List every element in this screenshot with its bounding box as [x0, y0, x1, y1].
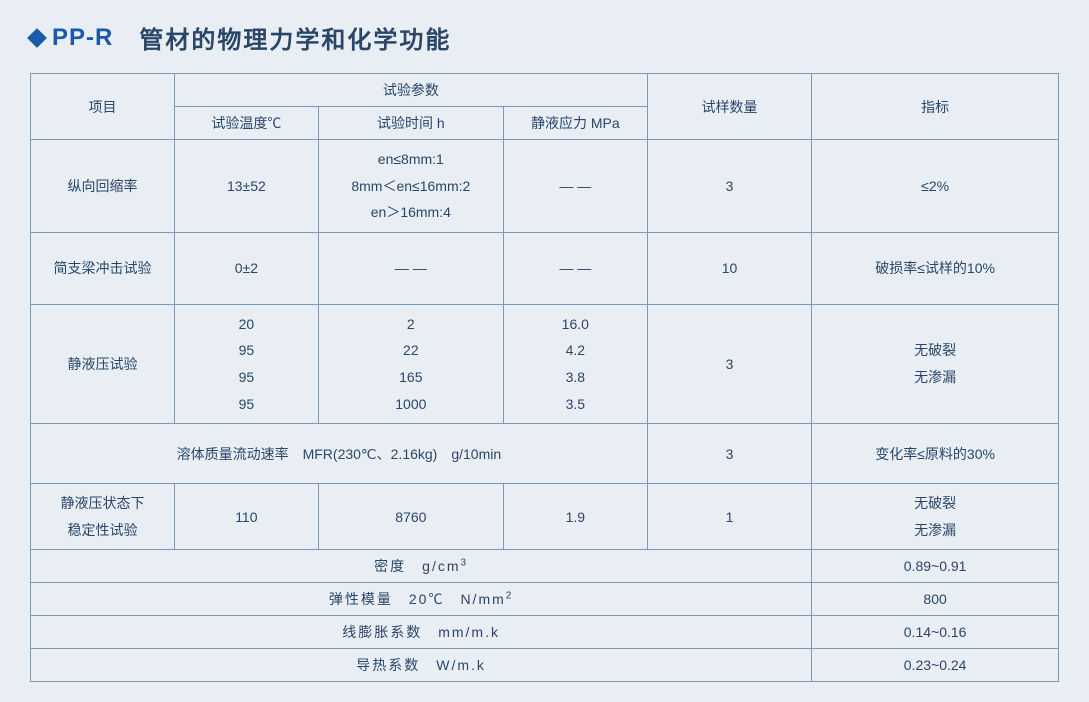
- cell-name: 简支梁冲击试验: [31, 232, 175, 304]
- table-row-expansion: 线膨胀系数 mm/m.k 0.14~0.16: [31, 616, 1059, 649]
- th-pressure: 静液应力 MPa: [503, 107, 647, 140]
- cell-qty: 3: [647, 424, 811, 484]
- table-row-density: 密度 g/cm3 0.89~0.91: [31, 550, 1059, 583]
- cell-pressure: 1.9: [503, 484, 647, 550]
- cell-elastic-value: 800: [812, 583, 1059, 616]
- cell-qty: 10: [647, 232, 811, 304]
- page-title: PP-R 管材的物理力学和化学功能: [30, 20, 1059, 55]
- th-qty: 试样数量: [647, 74, 811, 140]
- th-temp: 试验温度℃: [174, 107, 318, 140]
- diamond-icon: [27, 28, 47, 48]
- table-row: 溶体质量流动速率 MFR(230℃、2.16kg) g/10min 3 变化率≤…: [31, 424, 1059, 484]
- cell-name: 静液压试验: [31, 304, 175, 423]
- table-row: 纵向回缩率 13±52 en≤8mm:1 8mm＜en≤16mm:2 en＞16…: [31, 140, 1059, 233]
- density-sup: 3: [461, 558, 469, 569]
- th-params-group: 试验参数: [174, 74, 647, 107]
- cell-indicator: 无破裂 无渗漏: [812, 304, 1059, 423]
- cell-pressure: — —: [503, 140, 647, 233]
- th-time: 试验时间 h: [318, 107, 503, 140]
- cell-temp: 110: [174, 484, 318, 550]
- cell-temp: 13±52: [174, 140, 318, 233]
- cell-time: — —: [318, 232, 503, 304]
- title-zh: 管材的物理力学和化学功能: [139, 20, 451, 55]
- th-indicator: 指标: [812, 74, 1059, 140]
- cell-name: 纵向回缩率: [31, 140, 175, 233]
- cell-qty: 1: [647, 484, 811, 550]
- cell-indicator: ≤2%: [812, 140, 1059, 233]
- cell-time: 2 22 165 1000: [318, 304, 503, 423]
- title-en: PP-R: [52, 24, 113, 52]
- cell-thermal-value: 0.23~0.24: [812, 649, 1059, 682]
- table-header-row-1: 项目 试验参数 试样数量 指标: [31, 74, 1059, 107]
- cell-pressure: 16.0 4.2 3.8 3.5: [503, 304, 647, 423]
- cell-indicator: 无破裂 无渗漏: [812, 484, 1059, 550]
- table-row-elastic: 弹性模量 20℃ N/mm2 800: [31, 583, 1059, 616]
- cell-qty: 3: [647, 140, 811, 233]
- table-row: 静液压试验 20 95 95 95 2 22 165 1000 16.0 4.2…: [31, 304, 1059, 423]
- cell-name: 静液压状态下 稳定性试验: [31, 484, 175, 550]
- cell-expansion-label: 线膨胀系数 mm/m.k: [31, 616, 812, 649]
- cell-temp: 0±2: [174, 232, 318, 304]
- cell-density-label: 密度 g/cm3: [31, 550, 812, 583]
- cell-time: en≤8mm:1 8mm＜en≤16mm:2 en＞16mm:4: [318, 140, 503, 233]
- properties-table: 项目 试验参数 试样数量 指标 试验温度℃ 试验时间 h 静液应力 MPa 纵向…: [30, 73, 1059, 682]
- density-label-text: 密度 g/cm: [374, 558, 460, 574]
- cell-indicator: 变化率≤原料的30%: [812, 424, 1059, 484]
- cell-density-value: 0.89~0.91: [812, 550, 1059, 583]
- th-item: 项目: [31, 74, 175, 140]
- cell-elastic-label: 弹性模量 20℃ N/mm2: [31, 583, 812, 616]
- cell-pressure: — —: [503, 232, 647, 304]
- cell-indicator: 破损率≤试样的10%: [812, 232, 1059, 304]
- cell-expansion-value: 0.14~0.16: [812, 616, 1059, 649]
- cell-temp: 20 95 95 95: [174, 304, 318, 423]
- cell-mfr-label: 溶体质量流动速率 MFR(230℃、2.16kg) g/10min: [31, 424, 648, 484]
- table-row-thermal: 导热系数 W/m.k 0.23~0.24: [31, 649, 1059, 682]
- elastic-label-text: 弹性模量 20℃ N/mm: [329, 591, 506, 607]
- cell-time: 8760: [318, 484, 503, 550]
- elastic-sup: 2: [506, 591, 514, 602]
- table-row: 静液压状态下 稳定性试验 110 8760 1.9 1 无破裂 无渗漏: [31, 484, 1059, 550]
- cell-thermal-label: 导热系数 W/m.k: [31, 649, 812, 682]
- table-row: 简支梁冲击试验 0±2 — — — — 10 破损率≤试样的10%: [31, 232, 1059, 304]
- cell-qty: 3: [647, 304, 811, 423]
